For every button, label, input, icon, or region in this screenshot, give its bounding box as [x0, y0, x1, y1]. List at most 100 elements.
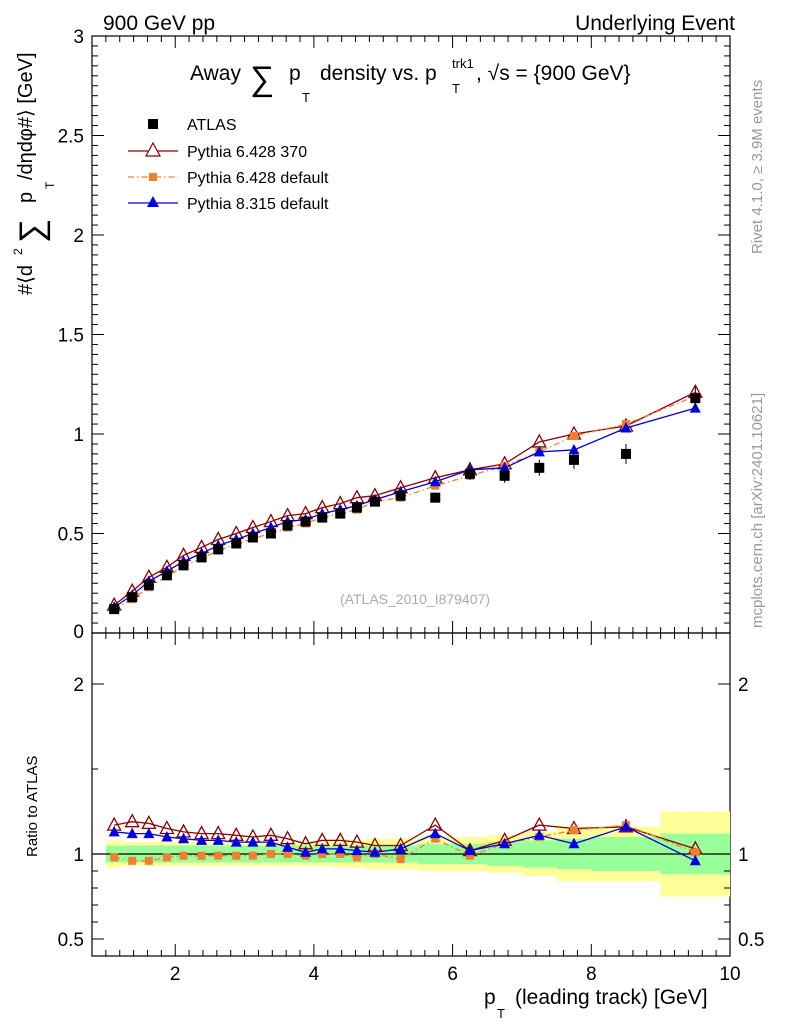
ratio-series-point	[499, 837, 511, 849]
legend-marker-atlas	[148, 119, 158, 129]
data-point	[247, 532, 258, 543]
ratio-series-point	[265, 836, 277, 847]
legend-marker-pythia6-370	[144, 141, 162, 157]
ratio-series-point	[431, 834, 440, 843]
ratio-y-tick-label: 1	[73, 845, 84, 866]
ratio-series-point	[128, 856, 137, 865]
ratio-series-point	[108, 825, 120, 837]
ratio-plot-area: 2 4 6 8 10 0.5 0.5 1 1 2 2	[58, 633, 764, 985]
ratio-series-point	[533, 829, 545, 840]
x-tick-label: 6	[447, 964, 458, 985]
legend-label-atlas: ATLAS	[187, 117, 237, 134]
data-point	[196, 552, 207, 563]
ratio-series-point	[429, 827, 441, 839]
data-point	[499, 470, 510, 481]
data-point	[143, 580, 154, 591]
data-point	[317, 512, 328, 523]
ratio-y-axis-label: Ratio to ATLAS	[24, 756, 41, 857]
y-axis-label: #⟨d 2 ∑ p T /dηdφ#⟩ [GeV]	[11, 52, 57, 295]
data-point	[231, 538, 242, 549]
xlabel-p: p	[484, 986, 496, 1009]
ratio-series-point	[351, 844, 363, 856]
data-point	[430, 492, 441, 503]
title-sum-symbol: ∑	[250, 60, 274, 98]
legend-entry-pythia6-default: Pythia 6.428 default	[128, 170, 329, 187]
ratio-y-tick-label-right: 0.5	[738, 930, 764, 951]
title-p2-sub: T	[452, 81, 460, 96]
ratio-series-point	[144, 856, 153, 865]
legend-label-pythia6-default: Pythia 6.428 default	[187, 170, 329, 187]
legend-entry-atlas: ATLAS	[148, 117, 237, 134]
series-point	[499, 461, 511, 473]
series-point	[568, 443, 580, 455]
legend-entry-pythia8-default: Pythia 8.315 default	[128, 196, 329, 213]
data-point	[351, 502, 362, 513]
title-mid: density vs. p	[320, 62, 437, 85]
data-point	[620, 448, 631, 459]
ylabel-pre: #⟨d	[15, 265, 37, 295]
ratio-series-point	[531, 816, 547, 831]
x-tick-label: 8	[586, 964, 597, 985]
data-point	[464, 468, 475, 479]
series-line	[113, 391, 696, 606]
ratio-series-point	[336, 850, 345, 858]
ylabel-post: /dηdφ#⟩ [GeV]	[15, 52, 37, 180]
legend-label-pythia6-370: Pythia 6.428 370	[187, 144, 307, 161]
ratio-series-point	[316, 842, 328, 854]
x-tick-label: 2	[170, 964, 181, 985]
xlabel-rest: (leading track) [GeV]	[515, 986, 708, 1009]
legend-marker-pythia8-default	[147, 196, 159, 207]
data-point	[568, 454, 579, 465]
data-point	[265, 528, 276, 539]
ratio-series-point	[247, 836, 259, 847]
header-left: 900 GeV pp	[103, 12, 215, 35]
series-point	[429, 475, 441, 487]
ratio-series-point	[126, 827, 138, 839]
xlabel-p-sub: T	[497, 1006, 505, 1021]
y-tick-label: 3	[73, 27, 84, 48]
ratio-series-point	[620, 820, 632, 832]
legend-entry-pythia6-370: Pythia 6.428 370	[128, 141, 307, 161]
ratio-series-point	[161, 831, 173, 842]
ratio-series-point	[178, 832, 190, 844]
data-point	[395, 490, 406, 501]
series-line	[113, 395, 696, 610]
data-point	[690, 393, 701, 404]
x-tick-label: 4	[309, 964, 320, 985]
data-point	[109, 604, 120, 615]
y-tick-label: 1	[73, 425, 84, 446]
title-p2-sup: trk1	[452, 56, 474, 71]
title-p-sub: T	[302, 90, 310, 105]
ratio-series-point	[352, 853, 361, 862]
ratio-series-point	[569, 826, 578, 835]
legend: ATLAS Pythia 6.428 370 Pythia 6.428 defa…	[128, 117, 329, 213]
ratio-series-point	[212, 834, 224, 845]
rivet-version-label: Rivet 4.1.0, ≥ 3.9M events	[749, 80, 766, 254]
ratio-series-point	[334, 842, 346, 854]
y-tick-label: 1.5	[58, 326, 84, 347]
ratio-series-point	[689, 854, 701, 866]
title-prefix: Away	[190, 62, 241, 85]
data-point	[282, 520, 293, 531]
ylabel-p-sub: T	[43, 181, 57, 189]
legend-marker-pythia6-default	[149, 173, 157, 181]
analysis-label: (ATLAS_2010_I879407)	[340, 591, 490, 607]
series-line	[113, 407, 696, 608]
ratio-series-point	[465, 851, 474, 860]
data-point	[127, 592, 138, 603]
ylabel-sum: ∑	[13, 219, 51, 243]
ratio-series-point	[214, 851, 223, 860]
ratio-series-point	[282, 841, 294, 852]
ratio-y-tick-label-right: 1	[738, 845, 749, 866]
ratio-series-point	[196, 834, 208, 845]
x-tick-label: 10	[719, 964, 740, 985]
ratio-y-tick-label-right: 2	[738, 675, 749, 696]
x-axis-label: p T (leading track) [GeV]	[484, 986, 708, 1021]
ratio-series-point	[248, 851, 257, 860]
ratio-series-point	[283, 850, 292, 858]
mcplots-label: mcplots.cern.ch [arXiv:2401.10621]	[749, 393, 766, 628]
data-point	[178, 560, 189, 571]
ratio-series-point	[300, 846, 312, 857]
plot-title: Away ∑ p T density vs. p trk1 T , √s = {…	[190, 56, 631, 105]
